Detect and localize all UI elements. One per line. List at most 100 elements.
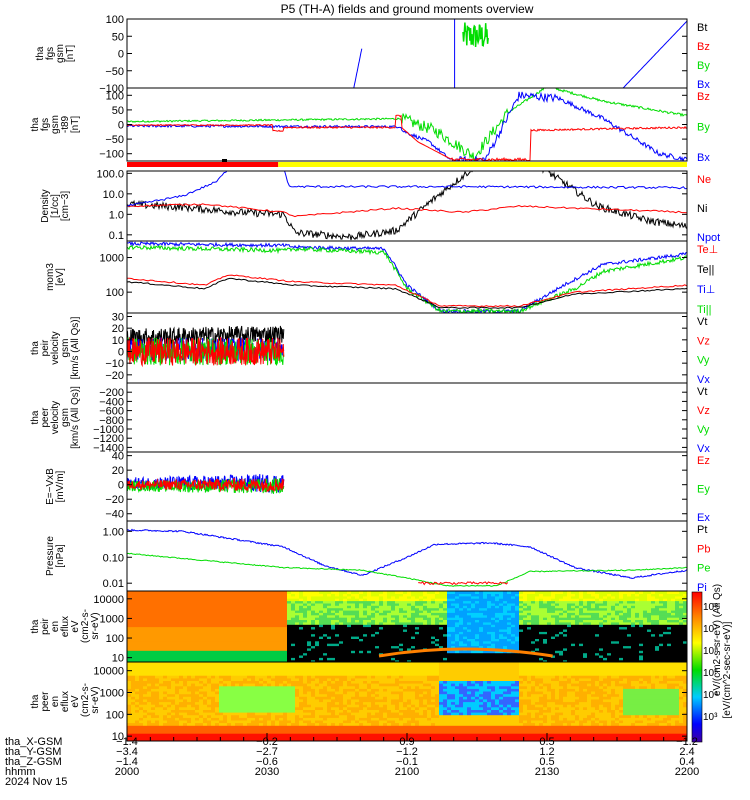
- y-label-line: [km/s (All Qs)]: [70, 386, 81, 449]
- y-tick-label: −1200: [93, 433, 124, 445]
- series-ti-perp: [127, 241, 687, 313]
- y-tick-label: −100: [99, 83, 124, 95]
- y-gsm-label: −1.2: [396, 746, 418, 758]
- time-label: 2000: [115, 766, 139, 778]
- y-label-fgs: tha fgs gsm [nT]: [35, 44, 76, 63]
- series-vz: [127, 336, 285, 368]
- colorbar: 10⁸ 10⁷ 10⁶ 10⁵ 10⁴ 10³ [eV/(cm^2-sec-sr-eV)]e…: [691, 584, 733, 743]
- y-tick-label: 0: [118, 480, 124, 492]
- colorbar-label: [eV/(cm^2-sec-sr-eV)]: [722, 621, 733, 718]
- y-axis-efield: 40 20 0 −20 −40: [105, 451, 687, 521]
- series-te-par: [127, 277, 687, 309]
- heatmap-cells-peir_spec: [127, 591, 687, 662]
- y-tick-label: 50: [112, 105, 124, 117]
- x-row-label: hhmm: [5, 766, 36, 778]
- legend-item-Pb: Pb: [697, 543, 710, 555]
- y-label-line: peir: [40, 617, 51, 634]
- y-label-line: peir: [40, 339, 51, 356]
- y-tick-label: −20: [105, 370, 124, 382]
- y-tick-label: −20: [105, 494, 124, 506]
- z-gsm-label: −0.6: [256, 756, 278, 768]
- frame-peer_v: [126, 382, 688, 453]
- frame-pressure: [126, 520, 688, 592]
- legend-item-Vz: Vz: [697, 335, 710, 347]
- y-gsm-label: −2.7: [256, 746, 278, 758]
- x-gsm-label: 0.5: [539, 736, 554, 748]
- legend-item-Ez: Ez: [697, 455, 710, 467]
- x-row-label: tha_Z-GSM: [5, 756, 62, 768]
- ion-energy-band: [378, 647, 553, 658]
- y-label-line: [eV]: [55, 268, 66, 286]
- y-tick-label: 10: [112, 335, 124, 347]
- legend-item-Te⊥: Te⊥: [697, 244, 718, 256]
- legend-item-Ne: Ne: [697, 174, 711, 186]
- x-gsm-label: −1.4: [116, 736, 138, 748]
- y-label-line: Pressure: [45, 536, 56, 576]
- legend-item-Bt: Bt: [697, 22, 707, 34]
- legend-item-Ni: Ni: [697, 203, 707, 215]
- legend-fgs_t89: Bz By Bx: [697, 91, 710, 164]
- spectro-units: (cm2-s-sr-eV)(cm2-s-sr-eV): [80, 609, 101, 717]
- y-label-line: [mV/m]: [55, 470, 66, 502]
- y-tick-label: 50: [112, 31, 124, 43]
- y-label-line: [nPa]: [55, 544, 66, 568]
- y-tick-label: 100: [106, 14, 124, 26]
- figure-title: P5 (TH-A) fields and ground moments over…: [281, 2, 534, 16]
- y-axis-pressure: 1.00 0.10 0.01: [103, 526, 687, 590]
- series-pe: [127, 552, 687, 587]
- legend-item-Ex: Ex: [697, 512, 710, 524]
- y-label-line: E=−VxB: [45, 468, 56, 505]
- status-bar-mark: [222, 159, 227, 162]
- y-label-line: [1/cc]: [50, 194, 61, 218]
- y-label-line: gsm: [55, 44, 66, 63]
- series-ey: [127, 477, 285, 494]
- y-tick-label: −600: [99, 406, 124, 418]
- frame-fgs: [126, 18, 688, 89]
- z-gsm-label: −0.1: [396, 756, 418, 768]
- legend-item-Vy: Vy: [697, 424, 710, 436]
- y-tick-label: 100: [106, 709, 124, 721]
- y-tick-label: 0.01: [103, 578, 124, 590]
- panel-density: 100.0 10.0 1.0 0.1 Density [1/cc] [cm−3] Ne Ni Np…: [40, 168, 720, 244]
- y-gsm-label: 1.2: [539, 746, 554, 758]
- y-tick-label: 100: [106, 287, 124, 299]
- y-label-line: eV: [70, 620, 81, 633]
- y-tick-label: 10: [112, 731, 124, 743]
- y-label-line: -t89: [60, 115, 71, 133]
- y-tick-label: 1000: [100, 688, 124, 700]
- y-tick-label: 1000: [100, 613, 124, 625]
- x-gsm-label: 0.9: [399, 736, 414, 748]
- y-tick-label: 10.0: [103, 189, 124, 201]
- series-ti-par: [127, 244, 687, 313]
- y-label-line: gsm: [60, 408, 71, 427]
- y-label-efield: E=−VxB [mV/m]: [45, 468, 66, 505]
- plot-peer_spec: [127, 662, 687, 741]
- legend-item-Vt: Vt: [697, 316, 707, 328]
- legend-item-Vt: Vt: [697, 386, 707, 398]
- y-tick-label: 0: [118, 120, 124, 132]
- y-label-line: [nT]: [65, 45, 76, 62]
- legend-pressure: Pt Pb Pe Pi: [697, 524, 710, 594]
- y-label-peer_v: tha peer velocity gsm [km/s (All Qs)]: [30, 386, 81, 449]
- series-bx-c: [622, 20, 687, 88]
- series-pi: [127, 528, 687, 580]
- legend-item-Npot: Npot: [697, 232, 720, 244]
- y-label-fgs_t89: tha fgs gsm -t89 [nT]: [30, 115, 81, 134]
- status-bar: [127, 159, 687, 167]
- y-tick-label: −400: [99, 396, 124, 408]
- y-label-density: Density [1/cc] [cm−3]: [40, 189, 71, 222]
- series-npot: [127, 171, 687, 207]
- y-gsm-label: 2.4: [679, 746, 694, 758]
- y-label-line: velocity: [50, 331, 61, 364]
- z-gsm-label: 0.4: [679, 756, 694, 768]
- y-gsm-label: −3.4: [116, 746, 138, 758]
- y-tick-label: −1000: [93, 424, 124, 436]
- y-label-line: tha: [30, 341, 41, 355]
- colorbar-label-overlay: eV/(cm2-s-sr-eV) (All Qs): [712, 584, 723, 696]
- y-tick-label: 10: [112, 653, 124, 665]
- spectro-unit-line: (cm2-s-: [80, 683, 91, 717]
- legend-item-Bx: Bx: [697, 79, 710, 91]
